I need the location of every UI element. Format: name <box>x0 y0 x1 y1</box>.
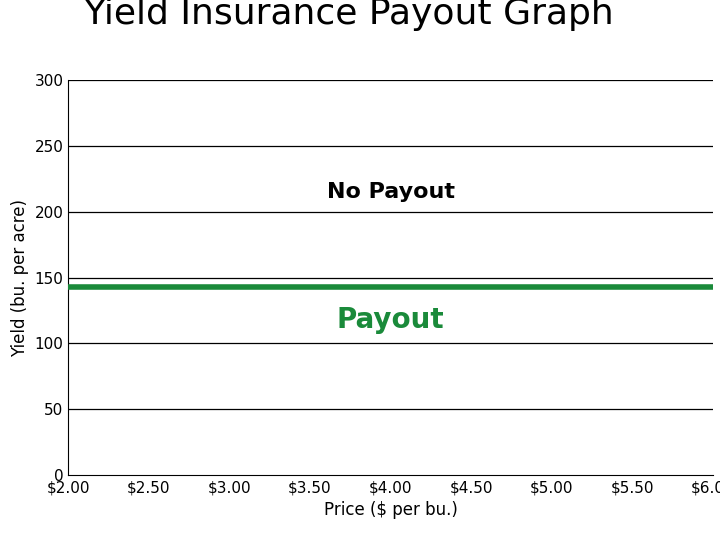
Text: Ag Decision Maker: Ag Decision Maker <box>536 500 709 518</box>
Text: Payout: Payout <box>337 306 444 334</box>
Text: IOWA STATE UNIVERSITY: IOWA STATE UNIVERSITY <box>11 491 309 511</box>
Text: Extension and Outreach/Department of Economics: Extension and Outreach/Department of Eco… <box>11 516 294 526</box>
X-axis label: Price ($ per bu.): Price ($ per bu.) <box>324 501 457 518</box>
Text: Yield Insurance Payout Graph: Yield Insurance Payout Graph <box>83 0 613 31</box>
Y-axis label: Yield (bu. per acre): Yield (bu. per acre) <box>11 199 29 356</box>
Text: No Payout: No Payout <box>327 182 454 202</box>
